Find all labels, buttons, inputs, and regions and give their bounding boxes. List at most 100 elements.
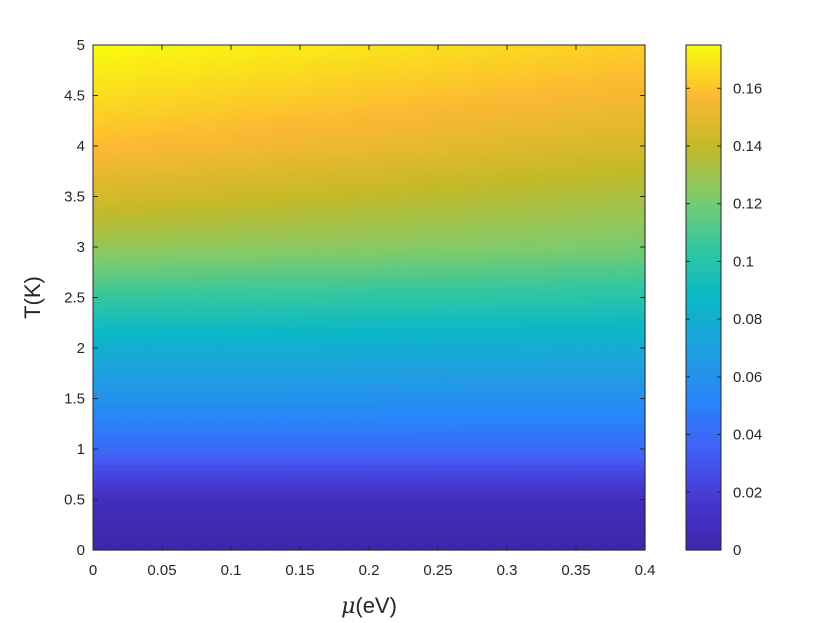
heatmap-cell <box>465 171 480 177</box>
heatmap-cell <box>341 398 356 405</box>
heatmap-cell <box>576 176 591 182</box>
colorbar-segment <box>686 432 721 437</box>
colorbar-segment <box>686 259 721 265</box>
heatmap-cell <box>493 252 508 258</box>
heatmap-cell <box>562 135 577 142</box>
heatmap-cell <box>617 504 632 511</box>
heatmap-cell <box>424 115 439 122</box>
heatmap-cell <box>631 353 646 359</box>
heatmap-cell <box>258 332 273 339</box>
heatmap-cell <box>396 272 411 278</box>
heatmap-cell <box>244 307 260 314</box>
heatmap-cell <box>548 241 563 248</box>
heatmap-cell <box>589 423 605 430</box>
heatmap-cell <box>106 272 122 278</box>
heatmap-cell <box>272 125 287 132</box>
heatmap-cell <box>520 388 536 395</box>
heatmap-cell <box>120 524 135 531</box>
heatmap-cell <box>465 105 480 112</box>
heatmap-cell <box>134 398 149 405</box>
heatmap-cell <box>286 201 301 208</box>
heatmap-cell <box>493 45 508 51</box>
heatmap-cell <box>244 257 260 263</box>
heatmap-cell <box>189 231 204 238</box>
heatmap-cell <box>382 105 398 112</box>
heatmap-cell <box>603 156 618 162</box>
heatmap-cell <box>327 534 342 541</box>
heatmap-cell <box>327 130 342 137</box>
heatmap-cell <box>162 166 177 172</box>
heatmap-cell <box>327 327 342 334</box>
heatmap-cell <box>93 292 108 299</box>
heatmap-cell <box>272 226 287 233</box>
heatmap-cell <box>300 433 315 440</box>
heatmap-cell <box>93 388 108 395</box>
heatmap-cell <box>520 484 536 490</box>
heatmap-cell <box>286 65 301 71</box>
heatmap-cell <box>617 80 632 86</box>
heatmap-cell <box>189 130 204 137</box>
heatmap-cell <box>507 226 522 233</box>
heatmap-cell <box>327 236 342 243</box>
heatmap-cell <box>286 353 301 359</box>
heatmap-cell <box>603 368 618 374</box>
heatmap-cell <box>327 393 342 400</box>
heatmap-cell <box>231 247 246 253</box>
heatmap-cell <box>631 332 646 339</box>
heatmap-cell <box>217 156 232 162</box>
heatmap-cell <box>355 348 370 354</box>
heatmap-cell <box>355 358 370 364</box>
heatmap-cell <box>548 297 563 304</box>
heatmap-cell <box>106 226 122 233</box>
heatmap-cell <box>231 337 246 344</box>
heatmap-cell <box>520 272 536 278</box>
heatmap-cell <box>534 120 549 127</box>
heatmap-cell <box>369 120 384 127</box>
heatmap-cell <box>507 176 522 182</box>
heatmap-cell <box>106 146 122 152</box>
heatmap-cell <box>631 125 646 132</box>
heatmap-cell <box>341 484 356 490</box>
heatmap-cell <box>231 140 246 147</box>
heatmap-cell <box>576 403 591 410</box>
heatmap-cell <box>272 257 287 263</box>
heatmap-cell <box>286 428 301 435</box>
heatmap-cell <box>520 221 536 228</box>
heatmap-cell <box>424 105 439 112</box>
heatmap-cell <box>451 282 467 288</box>
heatmap-cell <box>93 484 108 490</box>
heatmap-cell <box>369 337 384 344</box>
heatmap-cell <box>548 307 563 314</box>
heatmap-cell <box>617 469 632 475</box>
heatmap-cell <box>520 201 536 208</box>
heatmap-cell <box>369 348 384 354</box>
heatmap-cell <box>603 231 618 238</box>
heatmap-cell <box>300 216 315 223</box>
heatmap-cell <box>189 161 204 167</box>
heatmap-cell <box>576 469 591 475</box>
heatmap-cell <box>244 469 260 475</box>
heatmap-cell <box>576 166 591 172</box>
heatmap-cell <box>162 307 177 314</box>
heatmap-cell <box>189 479 204 485</box>
heatmap-cell <box>313 459 329 465</box>
colorbar-segment <box>686 516 721 522</box>
heatmap-cell <box>424 95 439 102</box>
heatmap-cell <box>631 226 646 233</box>
heatmap-cell <box>603 388 618 395</box>
heatmap-cell <box>369 317 384 324</box>
heatmap-cell <box>300 509 315 516</box>
heatmap-cell <box>244 231 260 238</box>
heatmap-cell <box>507 161 522 167</box>
heatmap-cell <box>272 201 287 208</box>
heatmap-cell <box>617 292 632 299</box>
heatmap-cell <box>562 90 577 97</box>
heatmap-cell <box>231 312 246 319</box>
heatmap-cell <box>272 322 287 329</box>
heatmap-cell <box>300 105 315 112</box>
heatmap-cell <box>217 312 232 319</box>
heatmap-cell <box>382 181 398 187</box>
heatmap-cell <box>203 449 218 455</box>
heatmap-cell <box>162 297 177 304</box>
heatmap-cell <box>313 403 329 410</box>
